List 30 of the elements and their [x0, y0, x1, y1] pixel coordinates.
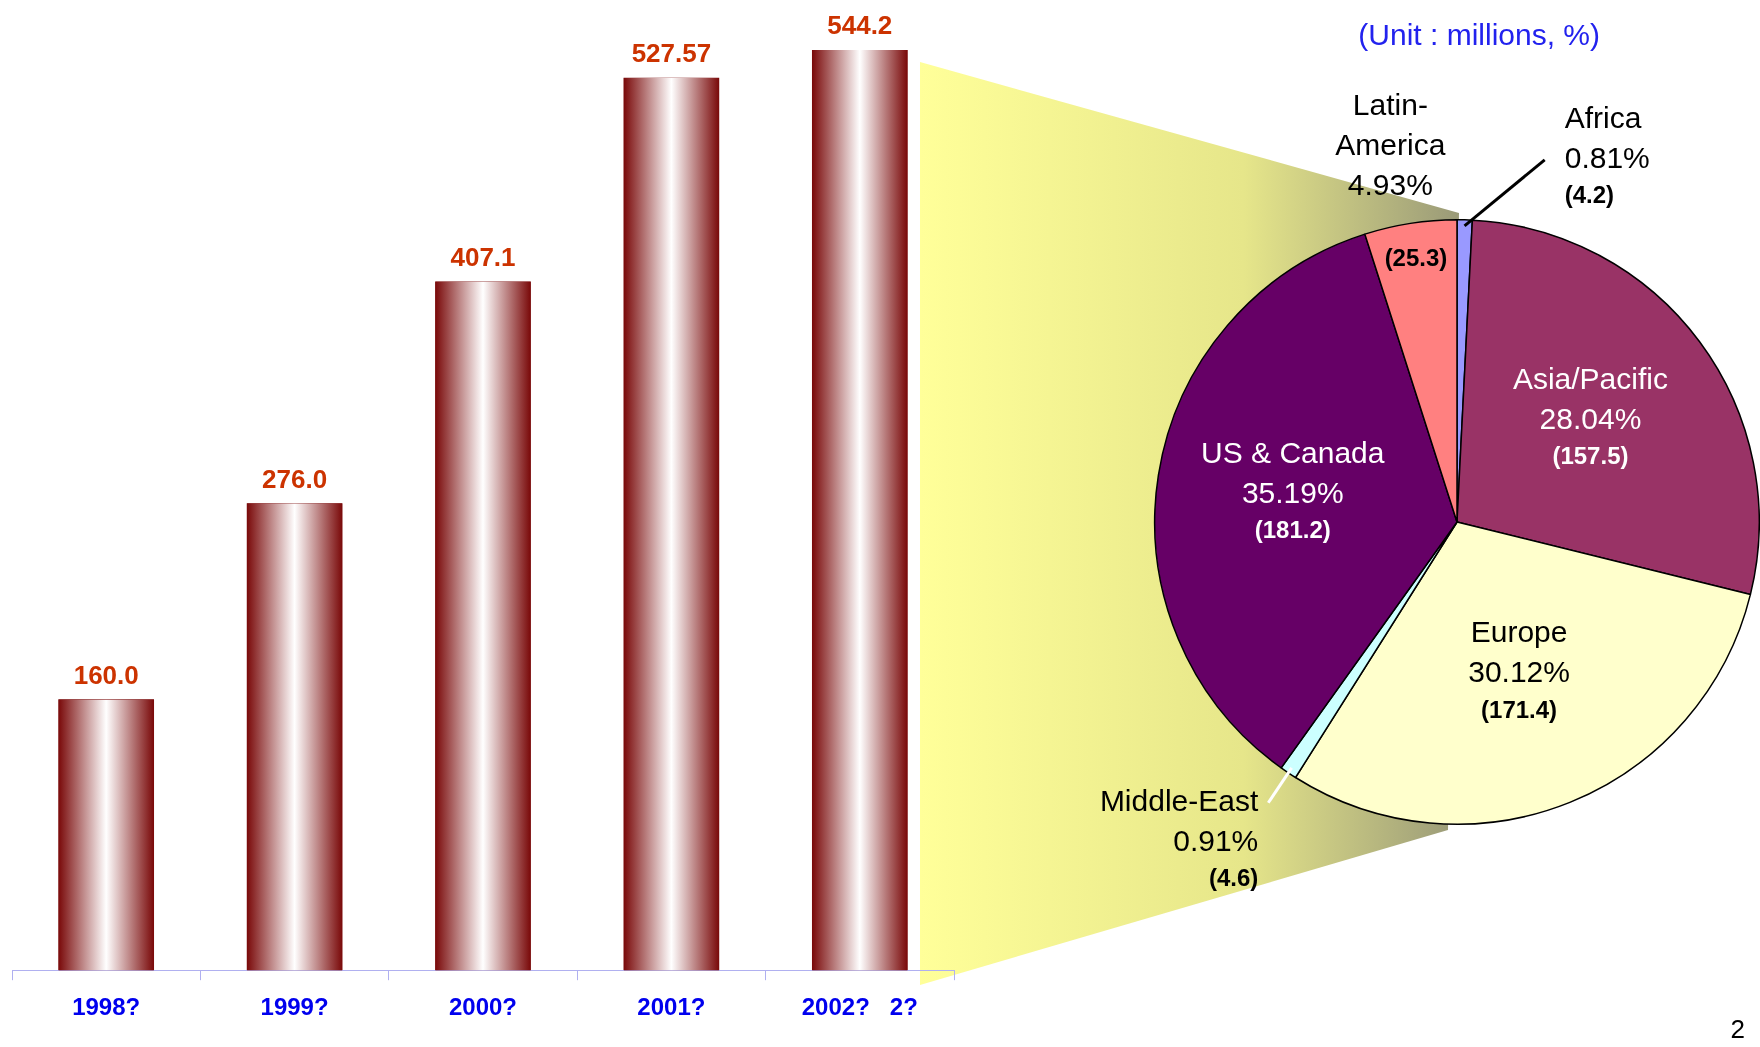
chart-subtitle: (Unit : millions, %) — [1358, 18, 1600, 52]
x-tick-label: 2000? — [448, 993, 518, 1021]
text: (181.2) — [1254, 515, 1331, 543]
text: (4.2) — [1564, 181, 1615, 209]
x-tick-label: 2002? 2? — [801, 993, 918, 1021]
data-label: 4.93% — [1347, 167, 1433, 201]
data-label: 35.19% — [1241, 475, 1344, 509]
data-label: 28.04% — [1539, 402, 1642, 436]
data-label: 0.81% — [1564, 141, 1650, 175]
text: (25.3) — [1384, 243, 1448, 271]
slice-label: Asia/Pacific — [1512, 362, 1668, 396]
data-label: 276.0 — [262, 463, 328, 494]
data-label: 0.91% — [1173, 824, 1259, 858]
text: 2 — [1730, 1014, 1745, 1045]
data-label: 30.12% — [1468, 655, 1570, 689]
text: (171.4) — [1481, 695, 1558, 723]
data-label: 527.57 — [631, 38, 712, 69]
slice-label: Europe — [1470, 615, 1568, 649]
data-label: 544.2 — [827, 10, 893, 41]
x-tick-label: 1999? — [260, 993, 329, 1021]
x-tick-label: 2001? — [637, 993, 706, 1021]
text: (157.5) — [1552, 442, 1629, 470]
slice-label: Middle-East — [1099, 784, 1259, 818]
slice-label: Latin-America — [1335, 87, 1446, 161]
data-label: 407.1 — [450, 242, 516, 272]
data-label: 160.0 — [73, 659, 139, 690]
text: (4.6) — [1208, 864, 1259, 892]
x-tick-label: 1998? — [72, 993, 141, 1021]
slice-label: US & Canada — [1201, 435, 1385, 469]
slice-label: Africa — [1564, 101, 1642, 135]
